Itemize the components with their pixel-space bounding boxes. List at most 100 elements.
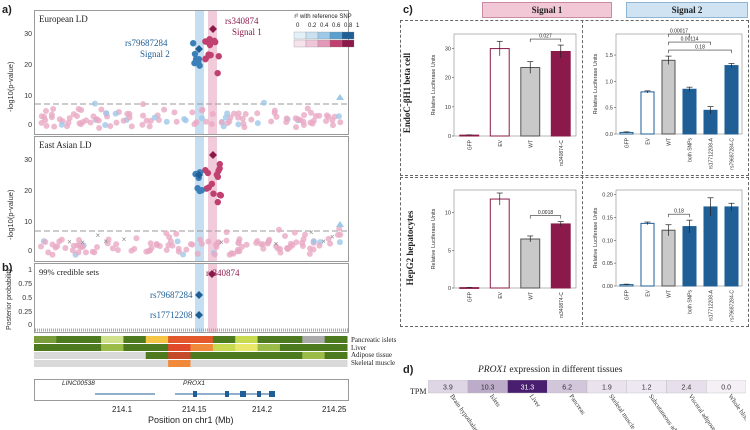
heatmap-tissue-label: Brain hypothalamus — [448, 393, 484, 430]
ytick: 30 — [24, 157, 32, 164]
xtick-label: WT — [667, 290, 673, 298]
ytick-label: 20 — [445, 76, 451, 82]
ytick-label: 1.5 — [605, 53, 613, 59]
chromatin-segment — [324, 352, 348, 359]
heatmap-title-rest: expression in different tissues — [507, 365, 623, 375]
snp-point — [307, 109, 314, 116]
xtick-label: GFP — [467, 139, 473, 150]
legend-cell-pink — [317, 39, 331, 48]
xtick-label: EV — [498, 139, 504, 146]
xtick-label: EV — [646, 289, 652, 296]
snp-point — [183, 246, 190, 253]
indel-marker: × — [219, 238, 224, 247]
snp-point — [223, 237, 230, 244]
xtick-label: rs79687284-C — [730, 290, 736, 322]
indel-marker: × — [309, 228, 314, 237]
snp-point — [197, 236, 204, 243]
snp-point — [107, 123, 114, 130]
snp-point — [337, 119, 344, 126]
bar-rs340874-C — [550, 223, 571, 289]
heatmap-row-label: TPM — [410, 387, 427, 396]
snp-point — [143, 117, 150, 124]
chromatin-segment — [34, 336, 57, 343]
chromatin-segment — [235, 344, 259, 351]
european-ld-title: European LD — [39, 14, 88, 24]
snp-point — [105, 236, 112, 243]
legend-cell-blue — [317, 31, 331, 40]
snp-point — [337, 231, 344, 238]
chromatin-segment — [324, 336, 348, 343]
legend-tick: 0 — [296, 23, 300, 29]
snp-point — [222, 114, 229, 121]
plot-frame — [615, 189, 743, 287]
snp-point — [287, 240, 294, 247]
snp-point-signal1 — [214, 69, 221, 77]
chromatin-segment — [101, 336, 124, 343]
snp-point — [335, 113, 342, 120]
chromatin-segment — [101, 360, 124, 367]
snp-point — [189, 241, 196, 248]
gene-prox1: PROX1 — [183, 380, 206, 387]
snp-point — [112, 110, 119, 117]
credible-snp-rs340874 — [208, 270, 216, 278]
snp-point — [231, 110, 238, 117]
chromatin-segment — [190, 344, 214, 351]
snp-point — [182, 117, 189, 124]
indel-marker: × — [274, 240, 279, 249]
snp-point-signal2 — [195, 58, 202, 66]
snp-rs17712208-b: rs17712208 — [150, 310, 193, 320]
xtick-label: rs79687284-C — [730, 138, 736, 170]
snp-point — [284, 245, 291, 252]
snp-point-signal1 — [217, 192, 225, 199]
chromatin-segment — [56, 344, 80, 351]
chromatin-segment — [190, 336, 214, 343]
lead-snp-signal1 — [209, 25, 217, 33]
lead-snp-signal2 — [195, 171, 203, 179]
p-value-label: 0.00114 — [681, 37, 699, 43]
locus-plot-eastasian: × × × × × × × × × × — [34, 136, 349, 262]
heatmap-title-gene: PROX1 — [478, 365, 508, 375]
snp-point — [113, 119, 120, 126]
snp-point — [114, 247, 121, 254]
chromatin-segment — [212, 344, 236, 351]
chromatin-segment — [168, 336, 191, 343]
snp-point — [199, 106, 206, 113]
panel-d-label: d) — [403, 364, 414, 376]
xtick-label: rs340874-C — [559, 292, 565, 319]
ytick-label: 10 — [445, 211, 451, 217]
snp-point-signal2 — [191, 50, 199, 58]
chromatin-segment — [324, 344, 348, 351]
credible-set-plot — [34, 263, 349, 333]
indel-marker: × — [67, 237, 72, 246]
heatmap-value: 1.2 — [642, 385, 652, 392]
snp-point — [109, 245, 116, 252]
snp-point — [293, 124, 300, 131]
snp-point — [191, 121, 198, 128]
snp-point-signal1 — [202, 38, 209, 45]
chromatin-segment — [235, 336, 259, 343]
ytick-label: 0.05 — [602, 261, 613, 267]
legend-tick: 0.8 — [344, 23, 353, 29]
legend-tick: 0.4 — [320, 23, 329, 29]
snp-point — [51, 123, 58, 130]
p-value-label: 0.0018 — [538, 210, 554, 216]
chromatin-segment — [324, 360, 348, 367]
snp-point — [254, 110, 261, 117]
snp-point — [300, 236, 307, 243]
snp-point — [209, 111, 216, 118]
ytick: 0.5 — [22, 295, 32, 302]
snp-point — [266, 236, 273, 243]
snp-point — [161, 106, 168, 113]
signal1-band — [208, 11, 217, 134]
credible-set-title: 99% credible sets — [39, 267, 99, 277]
bar-WT — [520, 238, 541, 289]
tissue-labels: Pancreatic islets Liver Adipose tissue S… — [351, 336, 396, 367]
legend-cell-blue — [293, 31, 307, 40]
chromatin-segment — [78, 352, 102, 359]
snp-point — [273, 113, 280, 120]
heatmap-cell — [706, 380, 746, 394]
xtick: 214.25 — [322, 405, 347, 414]
chromatin-segment — [145, 336, 169, 343]
xtick-label: EV — [498, 291, 504, 298]
heatmap-value: 2.4 — [682, 385, 692, 392]
